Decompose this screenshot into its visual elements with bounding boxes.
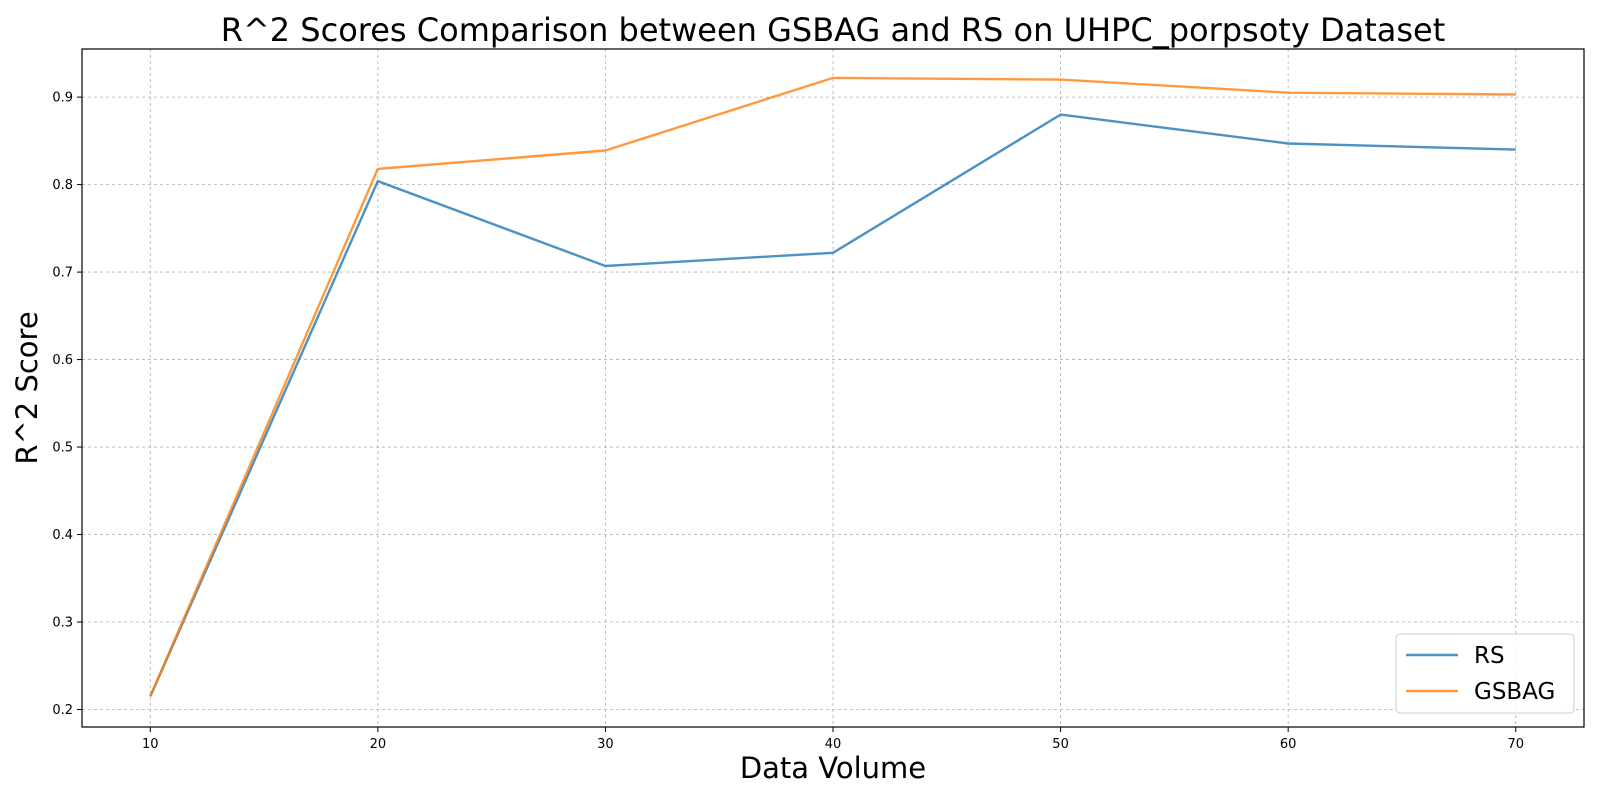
series-line-gsbag [149, 76, 1516, 697]
x-axis-ticks: 10 20 30 40 50 60 70 [142, 727, 1524, 752]
x-tick-label: 60 [1280, 737, 1297, 752]
y-tick-label: 0.7 [52, 266, 73, 281]
y-tick-label: 0.2 [52, 703, 73, 718]
x-tick-label: 50 [1052, 737, 1069, 752]
y-tick-label: 0.3 [52, 616, 73, 631]
legend-box [1395, 633, 1575, 714]
grid-lines [82, 49, 1584, 727]
legend-label-rs: RS [1474, 643, 1505, 669]
x-tick-label: 30 [597, 737, 614, 752]
legend-label-gsbag: GSBAG [1474, 679, 1555, 705]
x-axis-label: Data Volume [740, 751, 926, 785]
x-tick-label: 20 [370, 737, 387, 752]
y-tick-label: 0.4 [52, 528, 73, 543]
x-tick-label: 10 [142, 737, 159, 752]
y-tick-label: 0.5 [52, 441, 73, 456]
y-axis-ticks: 0.2 0.3 0.4 0.5 0.6 0.7 0.8 0.9 [52, 91, 82, 718]
series-lines [149, 76, 1516, 697]
y-tick-label: 0.8 [52, 178, 73, 193]
y-tick-label: 0.6 [52, 353, 73, 368]
chart-title: R^2 Scores Comparison between GSBAG and … [221, 11, 1446, 49]
y-axis-label: R^2 Score [10, 311, 44, 464]
x-tick-label: 40 [825, 737, 842, 752]
y-tick-label: 0.9 [52, 91, 73, 106]
x-tick-label: 70 [1507, 737, 1524, 752]
series-line-rs [149, 113, 1516, 697]
legend: RS GSBAG [1395, 633, 1575, 714]
